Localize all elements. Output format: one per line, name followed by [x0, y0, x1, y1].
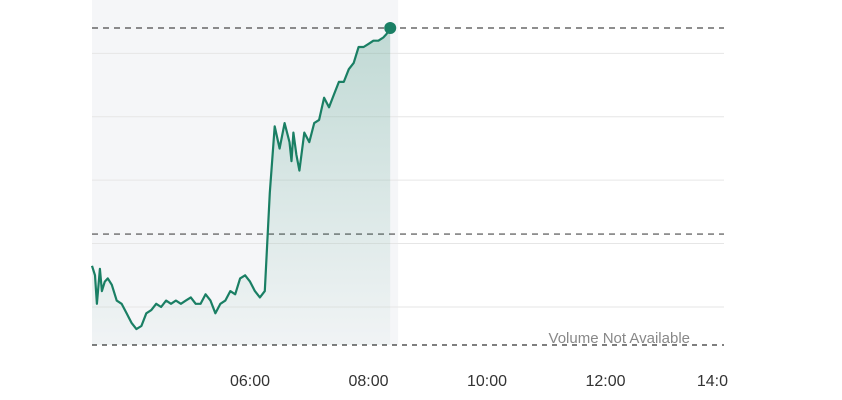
- volume-note: Volume Not Available: [549, 330, 690, 347]
- x-tick-label: 10:00: [467, 373, 507, 390]
- price-area: [92, 28, 391, 345]
- x-tick-label: 08:00: [348, 373, 388, 390]
- x-tick-label: 06:00: [230, 373, 270, 390]
- x-axis-ticks: 06:00 08:00 10:00 12:00 14:0: [230, 373, 728, 390]
- price-line: [90, 27, 392, 331]
- x-tick-label: 14:0: [697, 373, 728, 390]
- x-tick-label: 12:00: [585, 373, 625, 390]
- last-price-dot: [384, 22, 397, 34]
